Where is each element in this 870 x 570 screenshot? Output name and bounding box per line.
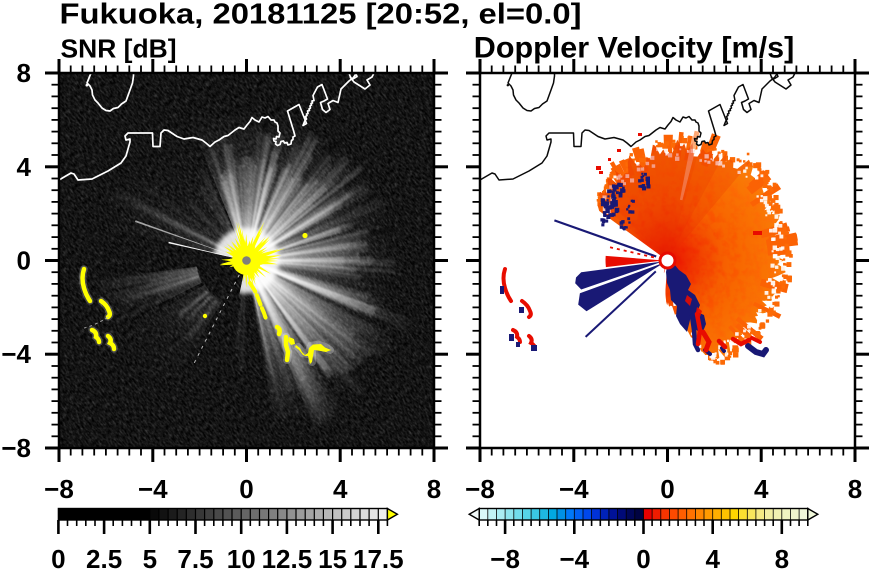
svg-text:0: 0 bbox=[636, 544, 650, 570]
svg-text:12.5: 12.5 bbox=[262, 544, 313, 570]
svg-text:−8: −8 bbox=[1, 433, 31, 463]
svg-text:7.5: 7.5 bbox=[177, 544, 213, 570]
svg-text:−4: −4 bbox=[138, 474, 168, 504]
svg-text:8: 8 bbox=[17, 58, 31, 88]
svg-text:8: 8 bbox=[427, 474, 441, 504]
svg-text:SNR [dB]: SNR [dB] bbox=[61, 34, 177, 64]
svg-text:8: 8 bbox=[775, 544, 789, 570]
svg-text:15: 15 bbox=[318, 544, 347, 570]
svg-text:−8: −8 bbox=[44, 474, 74, 504]
svg-text:−8: −8 bbox=[465, 474, 495, 504]
svg-text:Doppler Velocity [m/s]: Doppler Velocity [m/s] bbox=[474, 31, 794, 64]
svg-text:0: 0 bbox=[17, 246, 31, 276]
svg-text:10: 10 bbox=[227, 544, 256, 570]
svg-text:5: 5 bbox=[143, 544, 157, 570]
svg-text:0: 0 bbox=[239, 474, 253, 504]
svg-text:0: 0 bbox=[660, 474, 674, 504]
svg-text:−4: −4 bbox=[559, 474, 589, 504]
svg-text:8: 8 bbox=[848, 474, 862, 504]
svg-text:4: 4 bbox=[754, 474, 769, 504]
svg-text:Fukuoka, 20181125 [20:52, el=0: Fukuoka, 20181125 [20:52, el=0.0] bbox=[60, 0, 582, 31]
svg-text:4: 4 bbox=[705, 544, 720, 570]
svg-text:17.5: 17.5 bbox=[353, 544, 404, 570]
svg-text:0: 0 bbox=[51, 544, 65, 570]
svg-text:2.5: 2.5 bbox=[86, 544, 122, 570]
svg-text:−4: −4 bbox=[1, 339, 31, 369]
svg-text:4: 4 bbox=[17, 152, 32, 182]
svg-text:4: 4 bbox=[333, 474, 348, 504]
svg-text:−4: −4 bbox=[559, 544, 589, 570]
svg-text:−8: −8 bbox=[490, 544, 520, 570]
